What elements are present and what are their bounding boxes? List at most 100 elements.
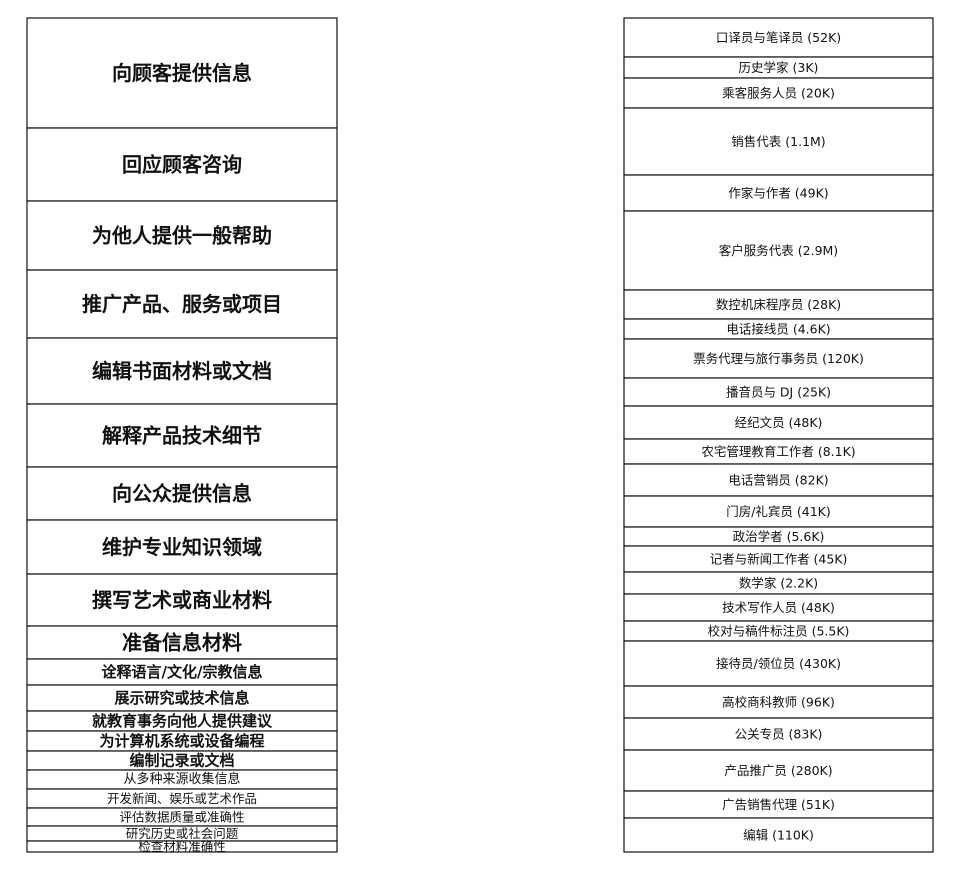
flow-link [337, 125, 624, 149]
flow-link [337, 290, 624, 442]
flow-link [337, 338, 624, 827]
task-node: 编辑书面材料或文档 [26, 337, 338, 405]
flow-link [337, 224, 624, 527]
occupation-node-box [623, 495, 934, 528]
task-node: 回应顾客咨询 [26, 127, 338, 202]
task-label: 为计算机系统或设备编程 [99, 732, 264, 750]
flow-link [337, 639, 624, 750]
flow-link [337, 184, 624, 584]
task-node-box [26, 127, 338, 202]
task-label: 就教育事务向他人提供建议 [92, 712, 273, 730]
flow-link [337, 417, 624, 826]
task-label: 为他人提供一般帮助 [92, 224, 272, 248]
flow-link [337, 170, 624, 329]
occupation-label: 公关专员 (83K) [735, 727, 823, 742]
flow-link [337, 626, 624, 770]
flow-link [337, 247, 624, 339]
flow-layer [337, 18, 624, 852]
flow-link [337, 595, 624, 742]
flow-link [337, 38, 624, 668]
flow-link [337, 567, 624, 808]
flow-link [337, 62, 624, 676]
occupation-label: 客户服务代表 (2.9M) [719, 243, 838, 258]
occupation-label: 产品推广员 (280K) [724, 763, 832, 778]
occupation-label: 口译员与笔译员 (52K) [716, 30, 841, 45]
occupation-node: 技术写作人员 (48K) [623, 593, 934, 622]
task-node-box [26, 200, 338, 271]
task-node-box [26, 17, 338, 129]
flow-link [337, 547, 624, 578]
flow-link [337, 73, 624, 834]
occupation-column: 口译员与笔译员 (52K) 历史学家 (3K) 乘客服务人员 (20K) 销售代表 (… [623, 17, 934, 853]
occupation-label: 销售代表 (1.1M) [731, 134, 825, 149]
flow-link [337, 59, 624, 88]
flow-link [337, 406, 624, 764]
occupation-node: 高校商科教师 (96K) [623, 685, 934, 719]
task-label: 编制记录或文档 [129, 752, 234, 770]
occupation-node: 校对与稿件标注员 (5.5K) [623, 620, 934, 642]
task-label: 展示研究或技术信息 [114, 689, 249, 707]
flow-link [337, 447, 624, 652]
task-node-box [26, 625, 338, 660]
task-node: 诠释语言/文化/宗教信息 [26, 658, 338, 686]
flow-link [337, 270, 624, 454]
flow-link [337, 385, 624, 488]
occupation-label: 播音员与 DJ (25K) [726, 385, 831, 400]
occupation-node-box [623, 210, 934, 291]
occupation-node: 政治学者 (5.6K) [623, 526, 934, 547]
flow-link [337, 531, 624, 685]
flow-link [337, 281, 624, 780]
occupation-node: 作家与作者 (49K) [623, 174, 934, 212]
flow-link [337, 556, 624, 594]
occupation-node: 销售代表 (1.1M) [623, 107, 934, 176]
occupation-label: 接待员/领位员 (430K) [716, 656, 841, 671]
flow-link [337, 327, 624, 385]
flow-link [337, 488, 624, 556]
occupation-node: 口译员与笔译员 (52K) [623, 17, 934, 58]
occupation-label: 高校商科教师 (96K) [722, 695, 835, 710]
flow-link [337, 633, 624, 835]
flow-link [337, 68, 624, 783]
occupation-label: 作家与作者 (49K) [728, 186, 828, 201]
flow-link [337, 391, 624, 551]
occupation-node-box [623, 17, 934, 58]
task-node-box [26, 337, 338, 405]
flow-link [337, 527, 624, 547]
flow-link [337, 616, 624, 698]
occupation-node-box [623, 593, 934, 622]
flow-link [337, 191, 624, 378]
task-label: 检查材料准确性 [138, 839, 226, 854]
flow-link [337, 101, 624, 512]
task-node: 维护专业知识领域 [26, 519, 338, 575]
occupation-label: 电话接线员 (4.6K) [726, 322, 830, 337]
task-node: 解释产品技术细节 [26, 403, 338, 468]
task-label: 向顾客提供信息 [112, 61, 252, 85]
task-label: 回应顾客咨询 [122, 153, 242, 177]
task-node: 开发新闻、娱乐或艺术作品 [26, 788, 338, 809]
flow-link [337, 542, 624, 841]
occupation-node-box [623, 377, 934, 407]
occupation-label: 电话营销员 (82K) [728, 473, 828, 488]
task-label: 撰写艺术或商业材料 [92, 588, 272, 612]
flow-link [337, 562, 624, 777]
flow-link [337, 158, 624, 416]
occupation-node: 播音员与 DJ (25K) [623, 377, 934, 407]
occupation-node: 编辑 (110K) [623, 817, 934, 853]
occupation-node-box [623, 338, 934, 379]
occupation-node-box [623, 717, 934, 751]
flow-link [337, 439, 624, 509]
task-label: 解释产品技术细节 [102, 424, 262, 448]
occupation-node: 经纪文员 (48K) [623, 405, 934, 440]
flow-link [337, 535, 624, 711]
flow-link [337, 520, 624, 697]
flow-link [337, 399, 624, 802]
occupation-node: 客户服务代表 (2.9M) [623, 210, 934, 291]
flow-link [337, 202, 624, 795]
flow-link [337, 685, 624, 707]
flow-link [337, 201, 624, 270]
occupation-label: 票务代理与旅行事务员 (120K) [693, 351, 864, 366]
occupation-label: 校对与稿件标注员 (5.5K) [708, 624, 850, 639]
flow-link [337, 456, 624, 721]
occupation-node: 广告销售代理 (51K) [623, 790, 934, 819]
flow-link [337, 364, 624, 599]
